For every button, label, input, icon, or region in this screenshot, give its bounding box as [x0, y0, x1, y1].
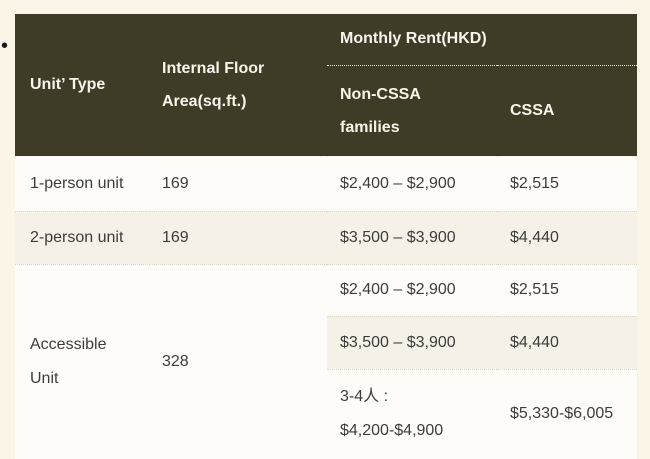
table-row-accessible-sub3: 3-4人 : $4,200-$4,900 $5,330-$6,005 — [15, 368, 638, 459]
cell-cssa-rent: $4,440 — [497, 210, 638, 264]
table-row-2-person: 2-person unit 169 $3,500 – $3,900 $4,440 — [15, 210, 638, 264]
table-row-accessible-sub2: $3,500 – $3,900 $4,440 — [15, 315, 638, 369]
cell-non-cssa-rent: $3,500 – $3,900 — [327, 315, 497, 369]
cell-cssa-rent: $5,330-$6,005 — [497, 368, 638, 459]
cell-unit-type-line2: Unit — [30, 369, 59, 387]
cell-unit-type-accessible: Accessible Unit — [15, 263, 150, 459]
cell-non-cssa-rent: 3-4人 : $4,200-$4,900 — [327, 368, 497, 459]
table-header: Unit’ Type Internal Floor Area(sq.ft.) M… — [15, 14, 638, 157]
monthly-rent-table: Unit’ Type Internal Floor Area(sq.ft.) M… — [15, 14, 638, 459]
header-non-cssa-families: Non-CSSA families — [327, 65, 497, 157]
cell-unit-type-line1: Accessible — [30, 335, 107, 353]
cell-cssa-rent: $4,440 — [497, 315, 638, 369]
cell-floor-area: 169 — [150, 210, 327, 264]
cell-non-cssa-rent-line1: 3-4人 : — [340, 388, 389, 406]
cell-cssa-rent: $2,515 — [497, 263, 638, 316]
header-internal-floor-area-line2: Area(sq.ft.) — [162, 92, 247, 110]
cell-non-cssa-rent: $2,400 – $2,900 — [327, 156, 497, 211]
header-non-cssa-line1: Non-CSSA — [340, 85, 421, 103]
header-unit-type: Unit’ Type — [15, 14, 150, 157]
cell-cssa-rent: $2,515 — [497, 156, 638, 211]
header-cssa: CSSA — [497, 65, 638, 157]
header-internal-floor-area: Internal Floor Area(sq.ft.) — [150, 14, 327, 157]
header-internal-floor-area-line1: Internal Floor — [162, 59, 265, 77]
header-non-cssa-line2: families — [340, 118, 400, 136]
header-row-top: Unit’ Type Internal Floor Area(sq.ft.) M… — [15, 14, 638, 157]
header-monthly-rent: Monthly Rent(HKD) — [327, 14, 638, 66]
cell-non-cssa-rent: $2,400 – $2,900 — [327, 263, 497, 316]
cell-unit-type: 1-person unit — [15, 156, 150, 211]
cell-floor-area: 169 — [150, 156, 327, 211]
table-row-1-person: 1-person unit 169 $2,400 – $2,900 $2,515 — [15, 156, 638, 211]
table-row-accessible-sub1: Accessible Unit 328 $2,400 – $2,900 $2,5… — [15, 263, 638, 459]
list-bullet-icon: • — [1, 35, 9, 57]
cell-floor-area: 328 — [150, 263, 327, 459]
cell-non-cssa-rent: $3,500 – $3,900 — [327, 210, 497, 264]
table-body: 1-person unit 169 $2,400 – $2,900 $2,515… — [15, 156, 638, 459]
cell-unit-type: 2-person unit — [15, 210, 150, 264]
header-row-sub: Non-CSSA families CSSA — [15, 65, 638, 157]
cell-non-cssa-rent-line2: $4,200-$4,900 — [340, 422, 444, 440]
